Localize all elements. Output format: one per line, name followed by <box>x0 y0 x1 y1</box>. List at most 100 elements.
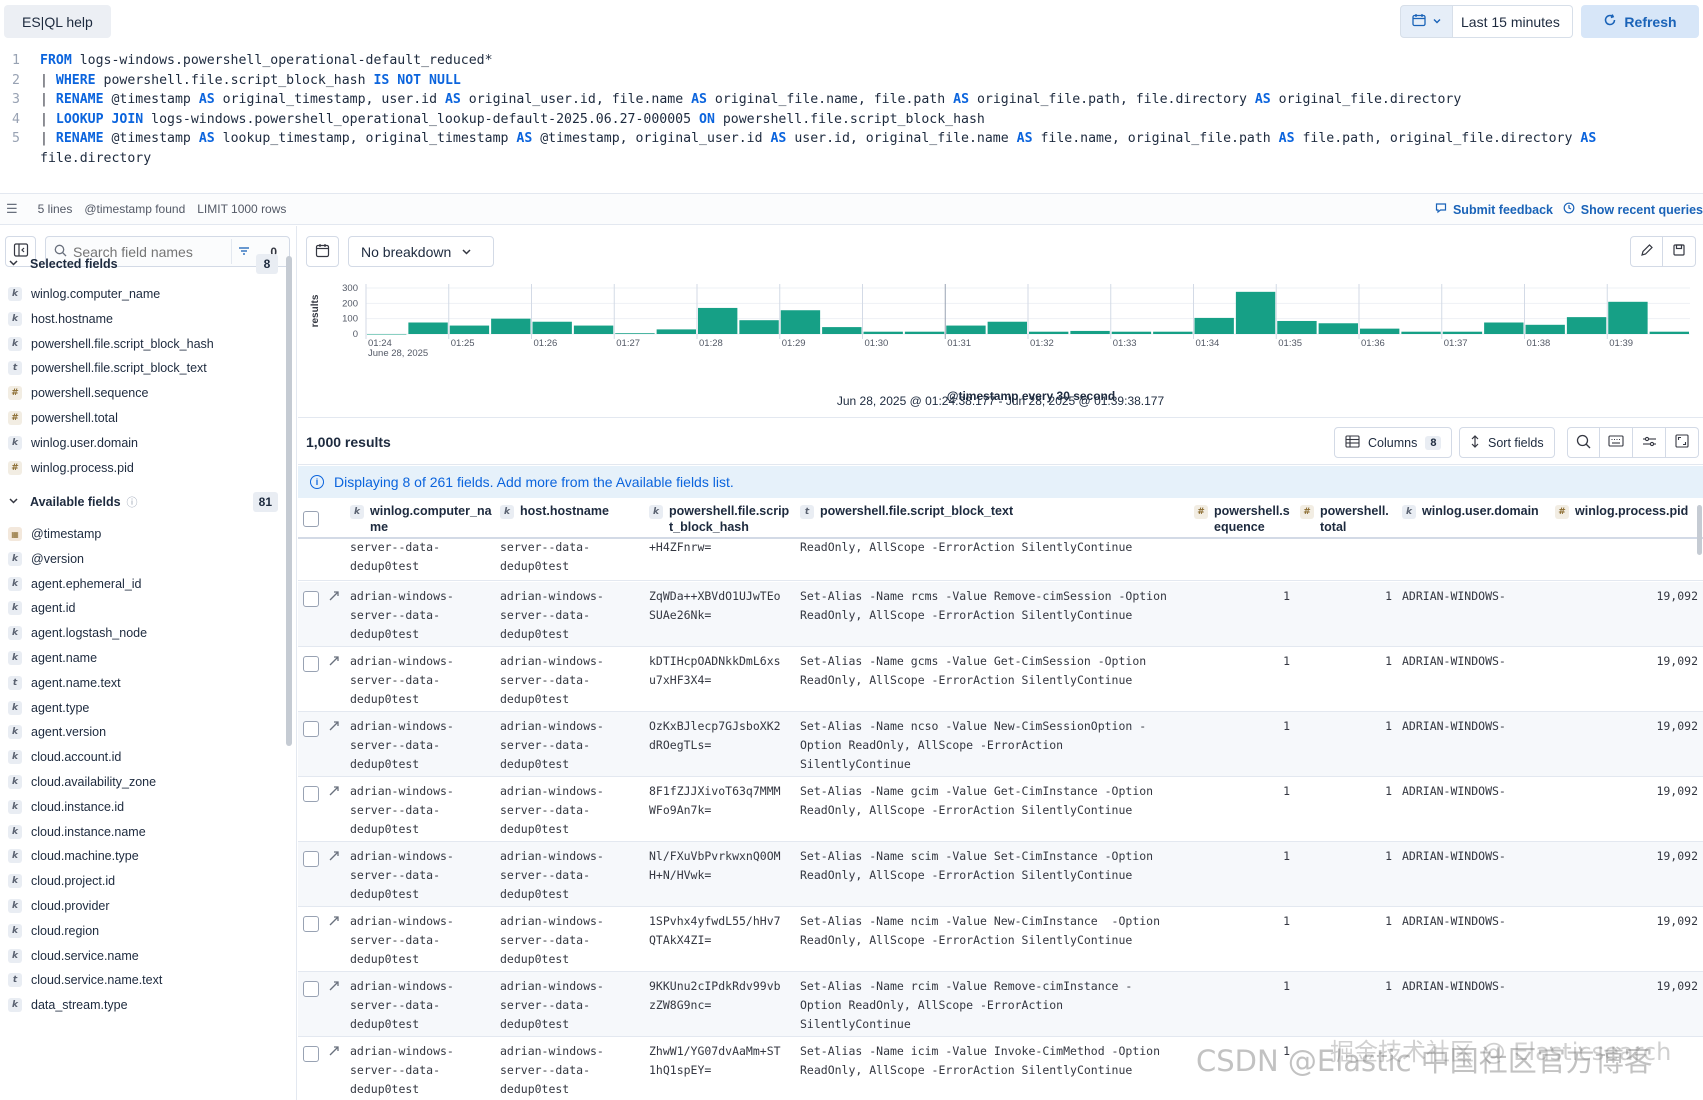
expand-row-icon[interactable] <box>328 915 342 929</box>
grid-search-button[interactable] <box>1567 427 1600 458</box>
table-row[interactable]: adrian-windows- server--data- dedup0test… <box>298 972 1703 1037</box>
histogram-bar[interactable] <box>1111 331 1152 334</box>
table-cell[interactable]: adrian-windows- server--data- dedup0test <box>350 914 454 966</box>
table-cell[interactable]: ADRIAN-WINDOWS- <box>1402 914 1506 928</box>
row-select-checkbox[interactable] <box>303 721 319 737</box>
expand-row-icon[interactable] <box>328 980 342 994</box>
table-row[interactable]: adrian-windows- server--data- dedup0test… <box>298 647 1703 712</box>
table-cell[interactable]: adrian-windows- server--data- dedup0test <box>500 589 604 641</box>
histogram-bar[interactable] <box>1318 323 1358 334</box>
histogram-bar[interactable] <box>1153 331 1193 334</box>
histogram-bar[interactable] <box>1070 330 1110 334</box>
esql-query-editor[interactable]: 1 FROM logs-windows.powershell_operationa… <box>0 50 1703 192</box>
chart-options-button[interactable] <box>306 236 339 267</box>
table-cell[interactable]: adrian-windows- server--data- dedup0test <box>500 914 604 966</box>
expand-row-icon[interactable] <box>328 720 342 734</box>
esql-help-button[interactable]: ES|QL help <box>4 5 111 38</box>
field-list-item[interactable]: t agent.name.text <box>8 670 283 696</box>
table-cell[interactable]: 19,092 <box>1656 914 1698 928</box>
code-line[interactable]: 4 | LOOKUP JOIN logs-windows.powershell_o… <box>0 109 985 130</box>
histogram-bar[interactable] <box>1525 324 1565 334</box>
field-list-item[interactable]: k cloud.service.name <box>8 943 283 969</box>
field-list-item[interactable]: # powershell.total <box>8 405 283 431</box>
histogram-bar[interactable] <box>1235 291 1276 334</box>
row-select-checkbox[interactable] <box>303 851 319 867</box>
column-header[interactable]: t powershell.file.script_block_text <box>800 503 1180 519</box>
histogram-bar[interactable] <box>698 307 738 334</box>
field-list-item[interactable]: k cloud.availability_zone <box>8 769 283 795</box>
field-list-item[interactable]: k cloud.instance.name <box>8 819 283 845</box>
available-fields-header[interactable]: Available fields ⓘ 81 <box>8 492 278 512</box>
selected-fields-header[interactable]: Selected fields 8 <box>8 254 278 274</box>
table-cell[interactable]: OzKxBJlecp7GJsboXK2 dROegTLs= <box>649 719 781 752</box>
table-cell[interactable]: 1 <box>1283 979 1290 993</box>
table-cell[interactable]: server--data- dedup0test <box>500 540 591 573</box>
table-cell[interactable]: Set-Alias -Name gcim -Value Get-CimInsta… <box>800 784 1154 817</box>
field-list-item[interactable]: k host.hostname <box>8 306 283 332</box>
row-select-checkbox[interactable] <box>303 786 319 802</box>
table-row[interactable]: adrian-windows- server--data- dedup0test… <box>298 1037 1703 1100</box>
code-line[interactable]: 1 FROM logs-windows.powershell_operationa… <box>0 50 493 71</box>
edit-visualization-button[interactable] <box>1630 236 1663 267</box>
histogram-bar[interactable] <box>1608 301 1648 334</box>
field-list-item[interactable]: k cloud.provider <box>8 893 283 919</box>
field-list-item[interactable]: k winlog.user.domain <box>8 430 283 456</box>
table-cell[interactable]: +H4ZFnrw= <box>649 540 712 554</box>
histogram-bar[interactable] <box>656 329 696 334</box>
histogram-bar[interactable] <box>780 310 821 334</box>
histogram-bar[interactable] <box>1029 331 1069 334</box>
field-list-item[interactable]: k cloud.account.id <box>8 744 283 770</box>
table-cell[interactable]: adrian-windows- server--data- dedup0test <box>350 589 454 641</box>
table-cell[interactable]: 1SPvhx4yfwdL55/hHv7 QTAkX4ZI= <box>649 914 781 947</box>
table-cell[interactable]: Set-Alias -Name ncim -Value New-CimInsta… <box>800 914 1161 947</box>
table-cell[interactable]: Nl/FXuVbPvrkwxnQ0OM H+N/HVwk= <box>649 849 781 882</box>
columns-button[interactable]: Columns 8 <box>1334 427 1453 458</box>
save-visualization-button[interactable] <box>1663 236 1696 267</box>
table-cell[interactable]: 1 <box>1283 654 1290 668</box>
field-list-item[interactable]: # winlog.process.pid <box>8 455 283 481</box>
field-list-item[interactable]: # powershell.sequence <box>8 380 283 406</box>
table-cell[interactable]: 1 <box>1283 589 1290 603</box>
row-select-checkbox[interactable] <box>303 591 319 607</box>
field-list-item[interactable]: k cloud.region <box>8 918 283 944</box>
table-cell[interactable]: 1 <box>1283 849 1290 863</box>
column-header[interactable]: k host.hostname <box>500 503 642 519</box>
histogram-bar[interactable] <box>573 325 614 334</box>
table-cell[interactable]: Set-Alias -Name icim -Value Invoke-CimMe… <box>800 1044 1161 1077</box>
show-recent-queries-link[interactable]: Show recent queries <box>1563 202 1703 217</box>
collapse-sidebar-button[interactable] <box>5 236 36 267</box>
table-cell[interactable]: 1 <box>1283 719 1290 733</box>
field-list-item[interactable]: k winlog.computer_name <box>8 281 283 307</box>
code-line[interactable]: file.directory <box>0 148 151 169</box>
date-range-picker[interactable]: Last 15 minutes <box>1453 5 1573 38</box>
field-list-item[interactable]: k cloud.instance.id <box>8 794 283 820</box>
table-cell[interactable]: ZhwW1/YG07dvAaMm+ST 1hQ1spEY= <box>649 1044 781 1077</box>
table-cell[interactable]: adrian-windows- server--data- dedup0test <box>500 849 604 901</box>
date-quick-menu-button[interactable] <box>1400 5 1453 38</box>
table-cell[interactable]: Set-Alias -Name rcim -Value Remove-cimIn… <box>800 979 1133 1031</box>
table-cell[interactable]: Set-Alias -Name ncso -Value New-CimSessi… <box>800 719 1147 771</box>
table-cell[interactable]: adrian-windows- server--data- dedup0test <box>500 1044 604 1096</box>
table-cell[interactable]: adrian-windows- server--data- dedup0test <box>350 719 454 771</box>
table-cell[interactable]: 19,092 <box>1656 719 1698 733</box>
table-cell[interactable]: adrian-windows- server--data- dedup0test <box>500 784 604 836</box>
column-header[interactable]: k powershell.file.scrip t_block_hash <box>649 503 794 535</box>
table-cell[interactable]: 1 <box>1385 849 1392 863</box>
code-line[interactable]: 5 | RENAME @timestamp AS lookup_timestamp… <box>0 128 1596 149</box>
grid-scrollbar[interactable] <box>1697 505 1702 555</box>
field-list-item[interactable]: k powershell.file.script_block_hash <box>8 331 283 357</box>
table-row[interactable]: adrian-windows- server--data- dedup0test… <box>298 842 1703 907</box>
histogram-bar[interactable] <box>987 321 1027 334</box>
timestamp-histogram[interactable]: results 300 200 100 0 01:24 01:25 01:26 01:27 01:… <box>298 276 1703 416</box>
table-cell[interactable]: 8F1fZJJXivoT63q7MMM WFo9An7k= <box>649 784 781 817</box>
fullscreen-button[interactable] <box>1666 427 1699 458</box>
table-cell[interactable]: 1 <box>1385 784 1392 798</box>
table-cell[interactable]: kDTIHcpOADNkkDmL6xs u7xHF3X4= <box>649 654 781 687</box>
expand-row-icon[interactable] <box>328 850 342 864</box>
histogram-bar[interactable] <box>863 331 903 334</box>
column-header[interactable]: k winlog.user.domain <box>1402 503 1552 519</box>
field-type-filter-button[interactable]: 0 <box>231 239 283 264</box>
table-cell[interactable]: adrian-windows- server--data- dedup0test <box>350 784 454 836</box>
display-settings-button[interactable] <box>1633 427 1666 458</box>
histogram-bar[interactable] <box>1401 331 1441 334</box>
